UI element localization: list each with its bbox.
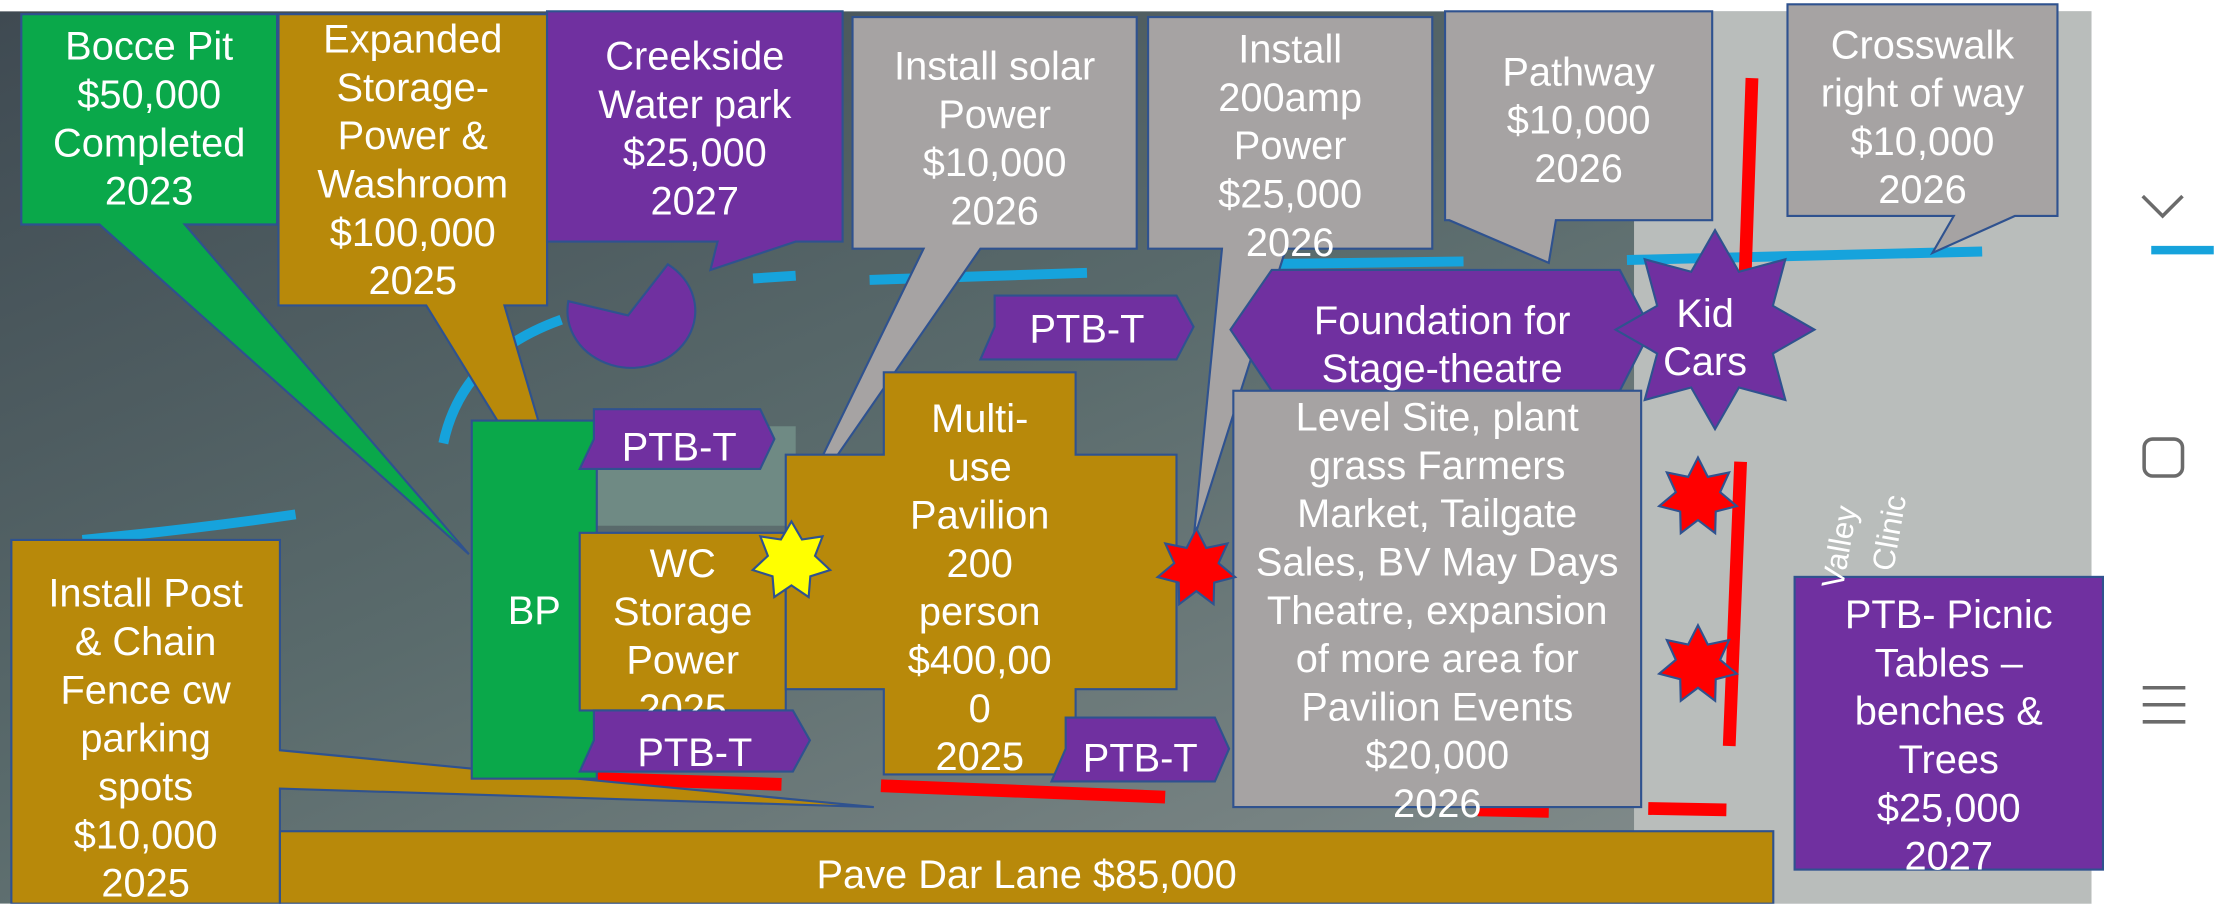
tag-text: PTB-T: [980, 301, 1193, 358]
area-text: Level Site, plant grass Farmers Market, …: [1233, 394, 1641, 834]
area-text: Foundation for Stage-theatre: [1236, 291, 1648, 398]
area-text: Multi- use Pavilion 200 person $400,00 0…: [884, 392, 1076, 783]
callout-text: Expanded Storage- Power & Washroom $100,…: [278, 14, 547, 305]
callout-text: Install solar Power $10,000 2026: [853, 28, 1137, 248]
area-text: WC Storage Power 2025: [580, 540, 786, 711]
callout-text: Bocce Pit $50,000 Completed 2023: [21, 14, 277, 224]
callout-text: Creekside Water park $25,000 2027: [547, 17, 843, 242]
map-slide: Bocce Pit $50,000 Completed 2023 Expande…: [0, 0, 2228, 904]
callout-text: Install Post & Chain Fence cw parking sp…: [11, 561, 280, 903]
tag-text: PTB-T: [580, 419, 779, 476]
area-text: BP: [472, 568, 597, 653]
area-text: Kid Cars: [1634, 284, 1776, 391]
callout-text: Pathway $10,000 2026: [1445, 28, 1712, 213]
tag-text: PTB-T: [580, 725, 810, 782]
area-text: Pave Dar Lane $85,000: [280, 847, 1773, 904]
callout-text: Install 200amp Power $25,000 2026: [1148, 21, 1432, 270]
area-text: PTB- Picnic Tables – benches & Trees $25…: [1795, 590, 2103, 883]
nav-bar: [2092, 0, 2228, 904]
callout-text: Crosswalk right of way $10,000 2026: [1787, 14, 2057, 220]
tag-text: PTB-T: [1051, 730, 1229, 787]
